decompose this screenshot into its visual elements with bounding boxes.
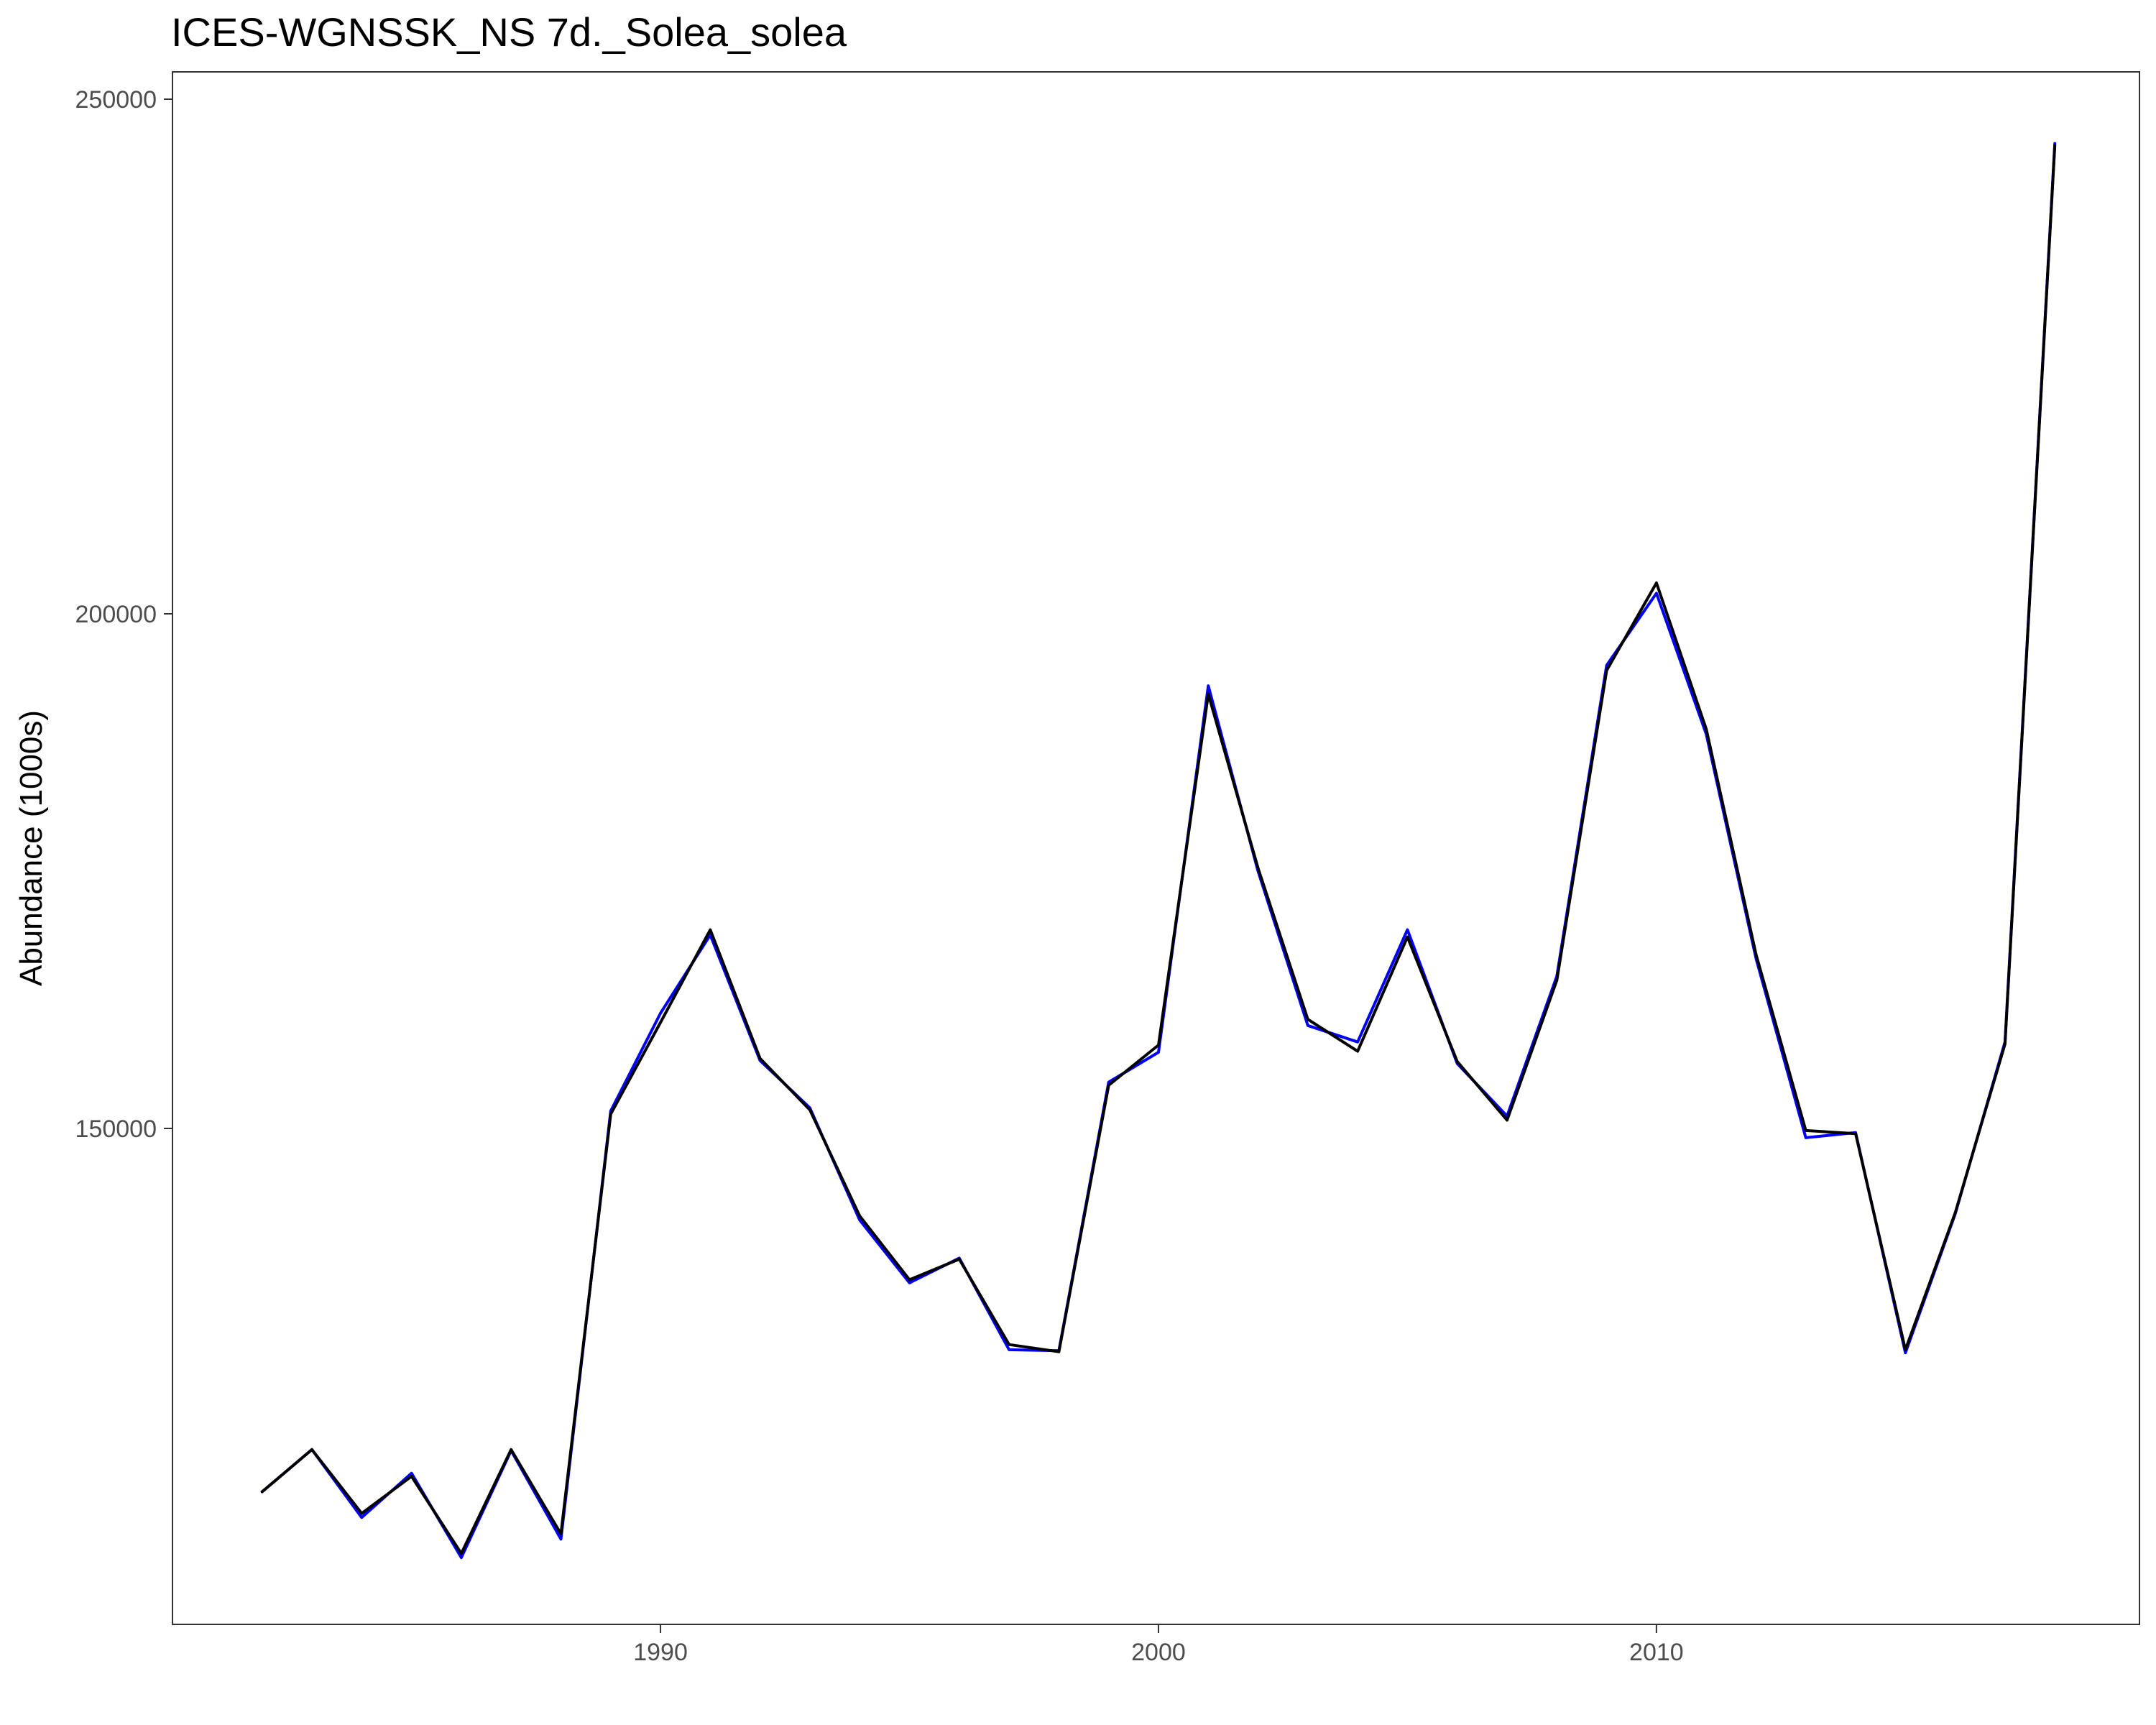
chart-title: ICES-WGNSSK_NS 7d._Solea_solea <box>171 9 847 55</box>
series-line-blue <box>260 142 2057 1560</box>
x-tick-label: 2010 <box>1629 1639 1684 1666</box>
y-axis: 150000 200000 250000 <box>75 86 172 1143</box>
series-group <box>260 142 2057 1560</box>
plot-panel <box>172 71 2140 1625</box>
series-line-black <box>260 144 2057 1555</box>
y-tick-label: 150000 <box>75 1116 157 1143</box>
x-tick-label: 2000 <box>1131 1639 1186 1666</box>
y-axis-label: Abundance (1000s) <box>14 710 49 986</box>
x-axis: 1990 2000 2010 <box>633 1624 1684 1666</box>
y-tick-label: 200000 <box>75 601 157 628</box>
x-tick-label: 1990 <box>633 1639 688 1666</box>
y-tick-label: 250000 <box>75 86 157 114</box>
